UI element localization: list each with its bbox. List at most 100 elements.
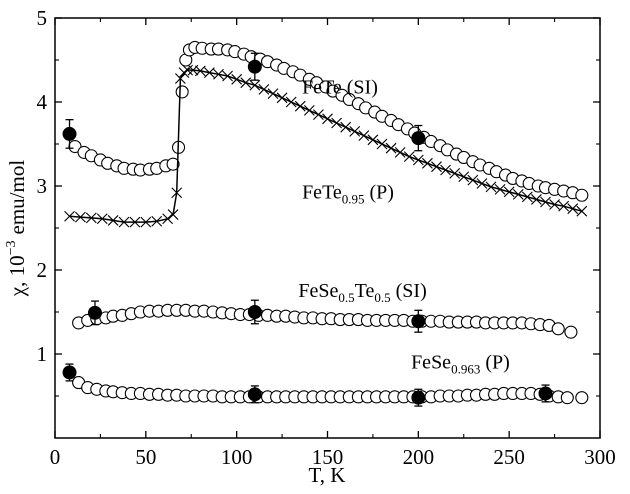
data-point [394, 147, 406, 158]
data-point [467, 174, 479, 186]
data-point [431, 161, 442, 173]
y-tick-label: 5 [37, 6, 48, 30]
data-point [476, 178, 488, 189]
data-point [313, 109, 324, 120]
error-point [247, 387, 262, 402]
series-label-1: FeTe0.95 (P) [302, 182, 394, 207]
data-point [258, 84, 270, 95]
x-tick-label: 150 [312, 445, 344, 469]
data-point [385, 142, 397, 154]
data-point [349, 126, 361, 137]
x-tick-label: 100 [221, 445, 253, 469]
series-3 [62, 363, 589, 407]
data-point [249, 79, 261, 91]
axis-ticks: 0 50 100 150 200 250 300 1 2 3 4 5 [37, 6, 616, 469]
data-point [231, 73, 243, 85]
series-label-part: 0.5 [374, 290, 390, 305]
series-labels: FeTe (SI)FeTe0.95 (P)FeSe0.5Te0.5 (SI)Fe… [298, 77, 509, 377]
data-point [449, 168, 461, 179]
data-point [551, 322, 565, 336]
series-2 [72, 299, 578, 339]
series-label-part: FeTe [302, 182, 342, 204]
series-label-part: 0.95 [342, 192, 365, 207]
data-point [194, 65, 206, 77]
data-point [167, 209, 179, 220]
series-label-part: FeSe [298, 280, 338, 302]
data-point [276, 92, 288, 104]
data-point [118, 216, 130, 228]
data-point [494, 183, 506, 195]
data-point [521, 191, 533, 203]
data-point [367, 134, 379, 146]
data-point [171, 187, 183, 199]
data-point [75, 211, 86, 223]
data-point [162, 213, 174, 225]
x-axis-title: T, K [309, 463, 346, 487]
data-point [549, 199, 560, 210]
data-point [140, 216, 152, 228]
data-point [331, 117, 342, 129]
x-tick-label: 50 [135, 445, 156, 469]
error-point [247, 305, 262, 319]
data-point [322, 113, 333, 125]
data-point [403, 151, 415, 162]
y-tick-label: 3 [37, 174, 48, 198]
x-tick-label: 250 [493, 445, 525, 469]
data-point [303, 105, 315, 116]
y-axis-title-exponent: −3 [4, 240, 19, 255]
x-tick-label: 0 [50, 445, 61, 469]
data-point [358, 130, 370, 141]
error-point [411, 131, 426, 146]
error-point [62, 365, 77, 380]
data-point [560, 391, 574, 405]
data-point [151, 215, 163, 227]
data-point [531, 194, 542, 205]
data-point [412, 154, 424, 166]
y-tick-label: 4 [37, 90, 48, 114]
data-point [96, 213, 108, 225]
y-tick-label: 2 [37, 258, 48, 282]
error-point [411, 314, 426, 329]
data-point [107, 215, 119, 226]
data-point [64, 210, 75, 222]
error-point [247, 59, 262, 74]
series-label-part: 0.5 [338, 290, 354, 305]
data-point [267, 88, 279, 99]
data-point [340, 121, 352, 133]
data-point [204, 67, 215, 78]
data-point [512, 189, 524, 200]
y-axis-title-main: χ, 10 [5, 255, 29, 297]
series-label-part: (SI) [391, 280, 427, 302]
data-point [285, 96, 297, 108]
y-axis-title: χ, 10−3 emu/mol [4, 160, 29, 298]
y-tick-label: 1 [37, 342, 48, 366]
data-point [129, 216, 141, 228]
data-point [174, 73, 186, 84]
series-label-part: (P) [480, 351, 509, 373]
y-axis-title-unit: emu/mol [5, 160, 29, 235]
series-1 [64, 64, 588, 228]
series-label-3: FeSe0.963 (P) [411, 351, 510, 376]
data-point [564, 325, 578, 339]
error-point [538, 386, 553, 401]
x-tick-label: 200 [403, 445, 435, 469]
series-label-part: Te [355, 280, 375, 302]
series-label-0: FeTe (SI) [302, 77, 378, 99]
series-label-part: FeTe (SI) [302, 77, 378, 99]
data-point [294, 100, 306, 112]
series-label-part: FeSe [411, 351, 451, 373]
data-point [222, 70, 233, 82]
series-label-2: FeSe0.5Te0.5 (SI) [298, 280, 426, 305]
data-point [240, 77, 252, 89]
data-point [575, 391, 589, 405]
error-point [87, 305, 102, 320]
data-point [178, 67, 190, 78]
x-tick-label: 300 [584, 445, 616, 469]
data-point [376, 138, 388, 150]
data-point [458, 171, 470, 183]
series-label-part: (P) [365, 182, 394, 204]
data-point [575, 188, 589, 202]
data-point [576, 205, 588, 217]
data-point [440, 164, 451, 176]
